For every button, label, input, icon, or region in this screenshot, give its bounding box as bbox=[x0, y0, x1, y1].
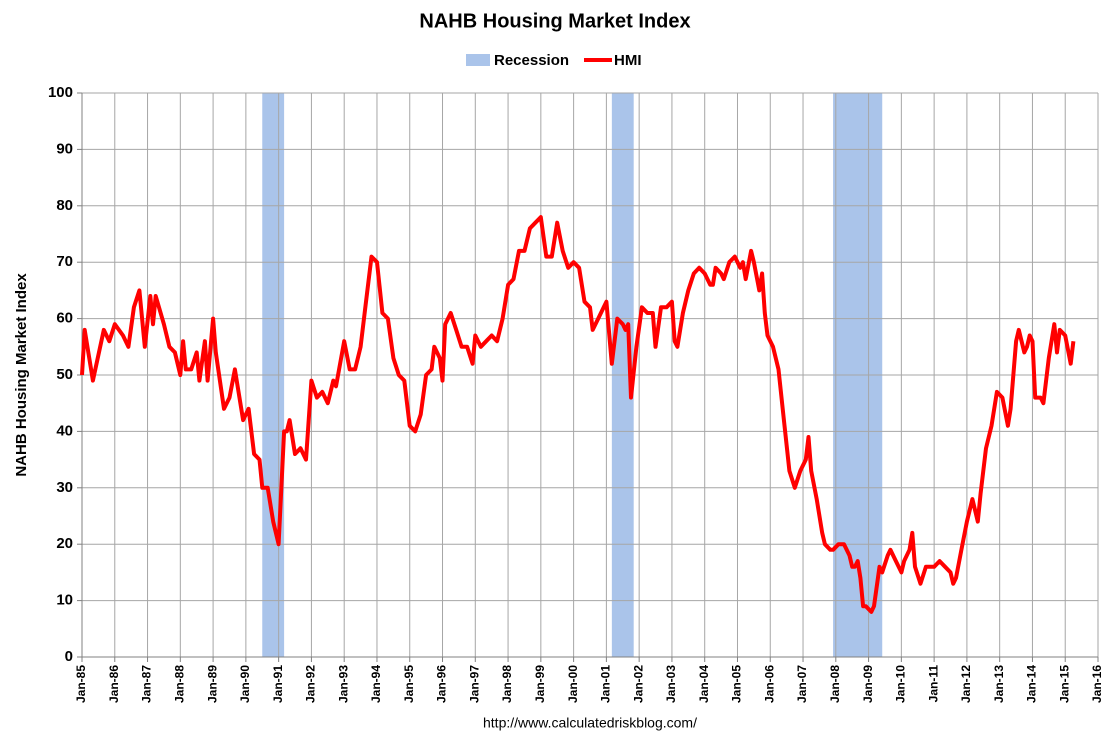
x-tick-label: Jan-02 bbox=[631, 665, 645, 703]
x-tick-label: Jan-89 bbox=[205, 665, 219, 703]
x-tick-label: Jan-15 bbox=[1057, 665, 1071, 703]
x-tick-label: Jan-03 bbox=[664, 665, 678, 703]
x-tick-label: Jan-88 bbox=[172, 665, 186, 703]
x-tick-label: Jan-87 bbox=[140, 665, 154, 703]
x-tick-label: Jan-04 bbox=[697, 665, 711, 703]
y-tick-label: 90 bbox=[56, 140, 73, 157]
legend-swatch bbox=[466, 54, 490, 66]
x-tick-label: Jan-09 bbox=[861, 665, 875, 703]
y-tick-label: 40 bbox=[56, 422, 73, 439]
y-tick-label: 50 bbox=[56, 366, 73, 383]
x-tick-label: Jan-11 bbox=[926, 665, 940, 703]
x-tick-label: Jan-95 bbox=[402, 665, 416, 703]
x-tick-label: Jan-91 bbox=[271, 665, 285, 703]
x-tick-label: Jan-97 bbox=[467, 665, 481, 703]
x-tick-label: Jan-96 bbox=[435, 665, 449, 703]
y-tick-label: 60 bbox=[56, 310, 73, 327]
y-tick-label: 100 bbox=[48, 84, 73, 101]
x-tick-label: Jan-05 bbox=[730, 665, 744, 703]
x-tick-label: Jan-92 bbox=[304, 665, 318, 703]
x-tick-label: Jan-13 bbox=[992, 665, 1006, 703]
legend-label: Recession bbox=[494, 52, 569, 69]
y-axis-label: NAHB Housing Market Index bbox=[13, 273, 30, 477]
y-tick-label: 0 bbox=[65, 648, 73, 665]
x-tick-label: Jan-86 bbox=[107, 665, 121, 703]
x-tick-label: Jan-01 bbox=[599, 665, 613, 703]
source: http://www.calculatedriskblog.com/ bbox=[483, 715, 697, 731]
x-tick-label: Jan-07 bbox=[795, 665, 809, 703]
y-tick-label: 30 bbox=[56, 479, 73, 496]
hmi-line bbox=[80, 215, 1076, 614]
chart-title: NAHB Housing Market Index bbox=[419, 10, 690, 32]
legend-label: HMI bbox=[614, 52, 642, 69]
x-tick-label: Jan-14 bbox=[1025, 665, 1039, 703]
x-tick-label: Jan-16 bbox=[1090, 665, 1104, 703]
x-tick-label: Jan-85 bbox=[74, 665, 88, 703]
x-tick-label: Jan-93 bbox=[336, 665, 350, 703]
x-tick-label: Jan-98 bbox=[500, 665, 514, 703]
x-tick-label: Jan-12 bbox=[959, 665, 973, 703]
x-tick-label: Jan-90 bbox=[238, 665, 252, 703]
y-tick-label: 10 bbox=[56, 592, 73, 609]
x-tick-label: Jan-94 bbox=[369, 665, 383, 703]
x-tick-label: Jan-99 bbox=[533, 665, 547, 703]
x-tick-label: Jan-00 bbox=[566, 665, 580, 703]
y-tick-label: 20 bbox=[56, 535, 73, 552]
x-tick-label: Jan-06 bbox=[762, 665, 776, 703]
y-tick-label: 80 bbox=[56, 197, 73, 214]
x-tick-label: Jan-08 bbox=[828, 665, 842, 703]
x-tick-label: Jan-10 bbox=[894, 665, 908, 703]
y-tick-label: 70 bbox=[56, 253, 73, 270]
